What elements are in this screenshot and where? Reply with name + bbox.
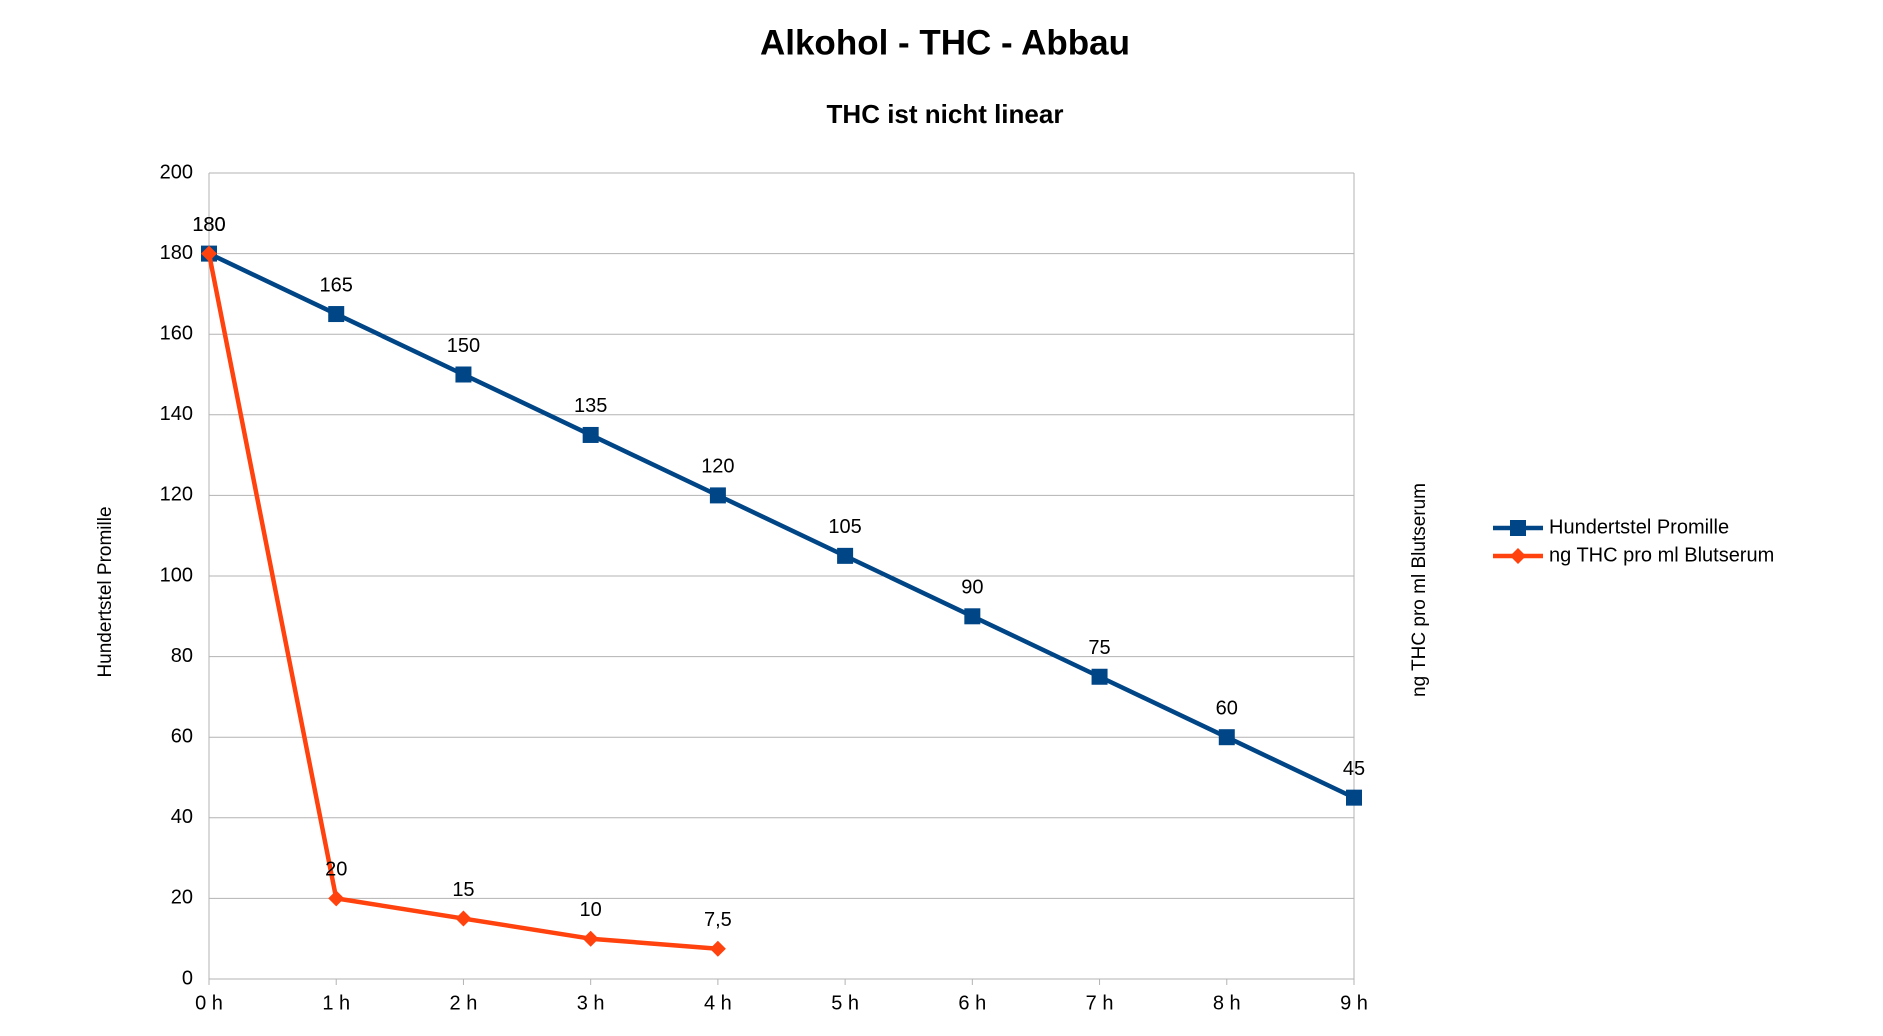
marker [201,245,217,262]
marker [964,608,981,625]
marker [1218,729,1235,746]
series-line [206,253,719,952]
x-tick-label: 8 h [1213,992,1241,1014]
y-tick-label: 200 [160,161,193,183]
x-tick-label: 1 h [322,992,350,1014]
legend-label: Hundertstel Promille [1549,516,1729,538]
x-tick-label: 6 h [958,992,986,1014]
y-tick-label: 60 [171,725,193,747]
data-label: 105 [828,516,861,538]
marker [328,306,345,323]
marker [1346,789,1362,806]
marker [1510,548,1526,564]
data-label: 10 [580,899,602,921]
y-tick-label: 160 [160,322,193,344]
marker [582,930,599,947]
y-tick-label: 80 [171,645,193,667]
data-label: 7,5 [704,909,732,931]
marker [1091,668,1108,685]
x-tick-label: 5 h [831,992,859,1014]
y-tick-label: 0 [182,967,193,989]
marker [709,487,726,504]
marker [582,426,599,443]
legend-label: ng THC pro ml Blutserum [1549,544,1774,566]
y-tick-label: 20 [171,887,193,909]
x-tick-label: 3 h [577,992,605,1014]
x-tick-label: 4 h [704,992,732,1014]
y-axis-label: Hundertstel Promille [95,506,116,677]
data-label: 165 [320,274,353,296]
y-tick-label: 180 [160,242,193,264]
y2-axis-label: ng THC pro ml Blutserum [1409,483,1430,697]
marker [1510,520,1526,536]
y-tick-label: 140 [160,403,193,425]
y-tick-label: 100 [160,564,193,586]
data-label: 45 [1343,758,1365,780]
x-tick-label: 0 h [195,992,223,1014]
data-label: 180 [192,214,225,236]
data-label: 20 [325,859,347,881]
data-label: 135 [574,395,607,417]
data-label: 15 [452,879,474,901]
data-label: 90 [961,577,983,599]
data-label: 120 [701,456,734,478]
y-tick-label: 120 [160,484,193,506]
data-label: 75 [1088,637,1110,659]
marker [709,940,726,957]
marker [455,910,472,927]
marker [328,890,345,907]
data-label: 60 [1216,697,1238,719]
chart-title: Alkohol - THC - Abbau [760,23,1130,62]
data-label: 180 [192,214,225,236]
x-tick-label: 7 h [1086,992,1114,1014]
series-line [208,251,1355,800]
marker [837,547,854,564]
x-tick-label: 9 h [1340,992,1368,1014]
x-tick-label: 2 h [450,992,478,1014]
marker [455,366,472,383]
y-tick-label: 40 [171,806,193,828]
chart-subtitle: THC ist nicht linear [827,99,1064,129]
data-label: 150 [447,335,480,357]
